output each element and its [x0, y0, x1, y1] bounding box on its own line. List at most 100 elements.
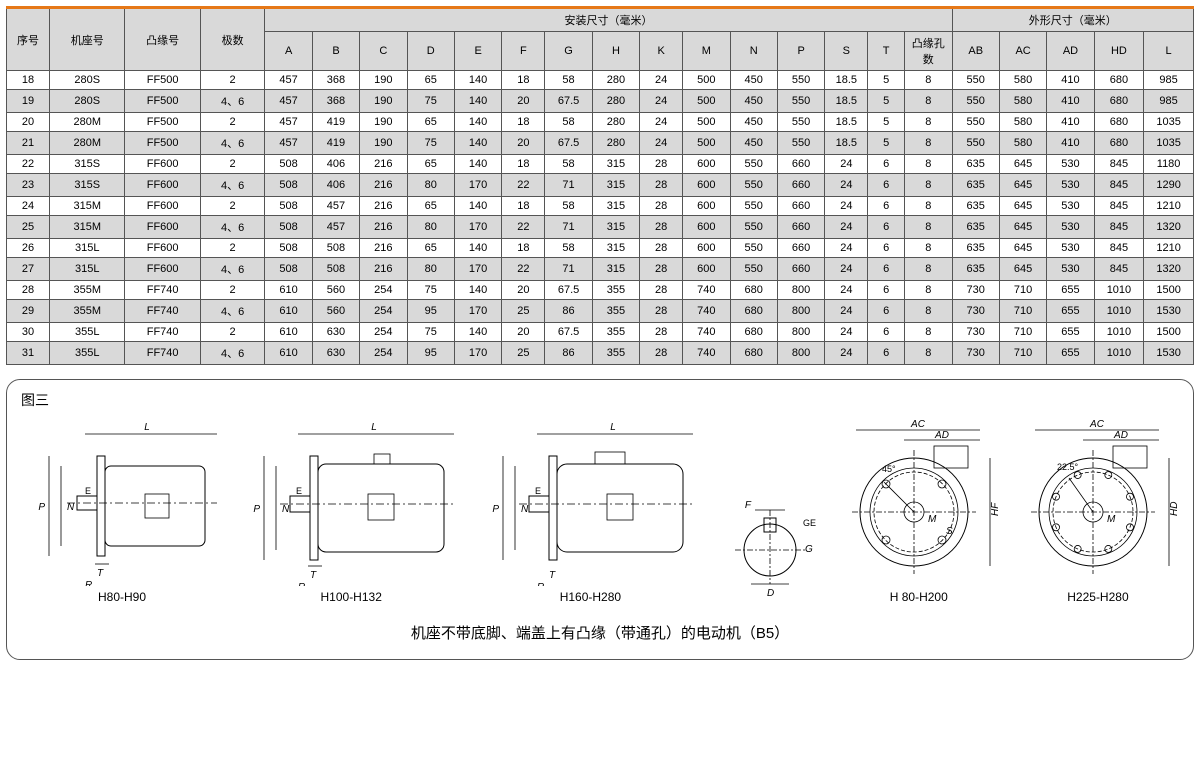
cell-AD: 410	[1047, 71, 1094, 90]
cell-HD: 845	[1094, 155, 1144, 174]
cell-poles: 4、6	[200, 132, 265, 155]
cell-S: 24	[825, 323, 868, 342]
cell-AB: 635	[952, 197, 999, 216]
cell-HD: 845	[1094, 174, 1144, 197]
cell-AB: 550	[952, 71, 999, 90]
cell-B: 406	[312, 155, 359, 174]
dim-N: N	[67, 502, 75, 513]
cell-B: 457	[312, 216, 359, 239]
cell-frame: 355M	[50, 281, 125, 300]
cell-B: 419	[312, 132, 359, 155]
cell-HD: 1010	[1094, 300, 1144, 323]
cell-AC: 645	[999, 239, 1046, 258]
cell-HD: 680	[1094, 113, 1144, 132]
cell-seq: 22	[7, 155, 50, 174]
table-row: 22315SFF60025084062166514018583152860055…	[7, 155, 1194, 174]
cell-AD: 410	[1047, 90, 1094, 113]
cell-E: 140	[454, 71, 501, 90]
cell-T: 5	[868, 132, 905, 155]
cell-K: 28	[640, 174, 683, 197]
cell-A: 508	[265, 216, 312, 239]
cell-frame: 355L	[50, 342, 125, 365]
cell-flange: FF500	[125, 71, 200, 90]
cell-N: 450	[730, 113, 777, 132]
col-AD: AD	[1047, 32, 1094, 71]
cell-T: 6	[868, 155, 905, 174]
cell-M: 600	[683, 155, 730, 174]
cell-K: 28	[640, 258, 683, 281]
table-row: 18280SFF50024573681906514018582802450045…	[7, 71, 1194, 90]
col-AB: AB	[952, 32, 999, 71]
dim-E: E	[535, 486, 541, 496]
cell-AD: 655	[1047, 300, 1094, 323]
cell-N: 550	[730, 216, 777, 239]
cell-C: 216	[360, 258, 407, 281]
cell-AD: 655	[1047, 281, 1094, 300]
cell-AD: 410	[1047, 132, 1094, 155]
cell-AB: 635	[952, 174, 999, 197]
cell-E: 140	[454, 197, 501, 216]
cell-L: 1035	[1144, 113, 1194, 132]
cell-P: 660	[777, 216, 824, 239]
cell-D: 75	[407, 90, 454, 113]
cell-flange: FF600	[125, 174, 200, 197]
col-C: C	[360, 32, 407, 71]
cell-C: 216	[360, 155, 407, 174]
cell-D: 75	[407, 281, 454, 300]
cell-C: 254	[360, 342, 407, 365]
cell-S: 24	[825, 197, 868, 216]
cell-M: 600	[683, 258, 730, 281]
cell-frame: 315S	[50, 155, 125, 174]
dim-R: R	[85, 580, 92, 586]
dim-GE: GE	[803, 518, 816, 528]
cell-B: 419	[312, 113, 359, 132]
cell-A: 508	[265, 155, 312, 174]
dim-AD: AD	[1113, 430, 1128, 441]
cell-F: 25	[502, 342, 545, 365]
cell-N: 680	[730, 323, 777, 342]
cell-M: 600	[683, 239, 730, 258]
cell-F: 18	[502, 197, 545, 216]
cell-T: 6	[868, 281, 905, 300]
cell-AC: 645	[999, 174, 1046, 197]
cell-D: 65	[407, 113, 454, 132]
cell-F: 20	[502, 132, 545, 155]
cell-AB: 730	[952, 281, 999, 300]
cell-A: 457	[265, 132, 312, 155]
cell-AB: 730	[952, 300, 999, 323]
cell-N: 450	[730, 132, 777, 155]
cell-S: 24	[825, 174, 868, 197]
cell-poles: 4、6	[200, 342, 265, 365]
cell-P: 550	[777, 71, 824, 90]
cell-poles: 2	[200, 155, 265, 174]
cell-frame: 315S	[50, 174, 125, 197]
cell-poles: 4、6	[200, 90, 265, 113]
cell-G: 71	[545, 174, 592, 197]
cell-holes: 8	[904, 197, 952, 216]
col-HD: HD	[1094, 32, 1144, 71]
dim-P: P	[493, 504, 500, 515]
cell-E: 140	[454, 323, 501, 342]
dim-M: M	[928, 514, 937, 525]
col-K: K	[640, 32, 683, 71]
cell-S: 24	[825, 342, 868, 365]
cell-L: 1290	[1144, 174, 1194, 197]
cell-H: 355	[592, 300, 639, 323]
cell-L: 1500	[1144, 281, 1194, 300]
cell-N: 550	[730, 155, 777, 174]
cell-T: 5	[868, 90, 905, 113]
cell-B: 560	[312, 281, 359, 300]
dim-AC: AC	[910, 419, 926, 430]
cell-AD: 530	[1047, 155, 1094, 174]
col-B: B	[312, 32, 359, 71]
cell-holes: 8	[904, 281, 952, 300]
dim-L: L	[144, 422, 150, 433]
cell-seq: 27	[7, 258, 50, 281]
cell-N: 550	[730, 174, 777, 197]
cell-AD: 530	[1047, 197, 1094, 216]
cell-S: 18.5	[825, 90, 868, 113]
cell-A: 610	[265, 300, 312, 323]
cell-HD: 680	[1094, 71, 1144, 90]
cell-M: 500	[683, 90, 730, 113]
dim-P: P	[254, 504, 261, 515]
